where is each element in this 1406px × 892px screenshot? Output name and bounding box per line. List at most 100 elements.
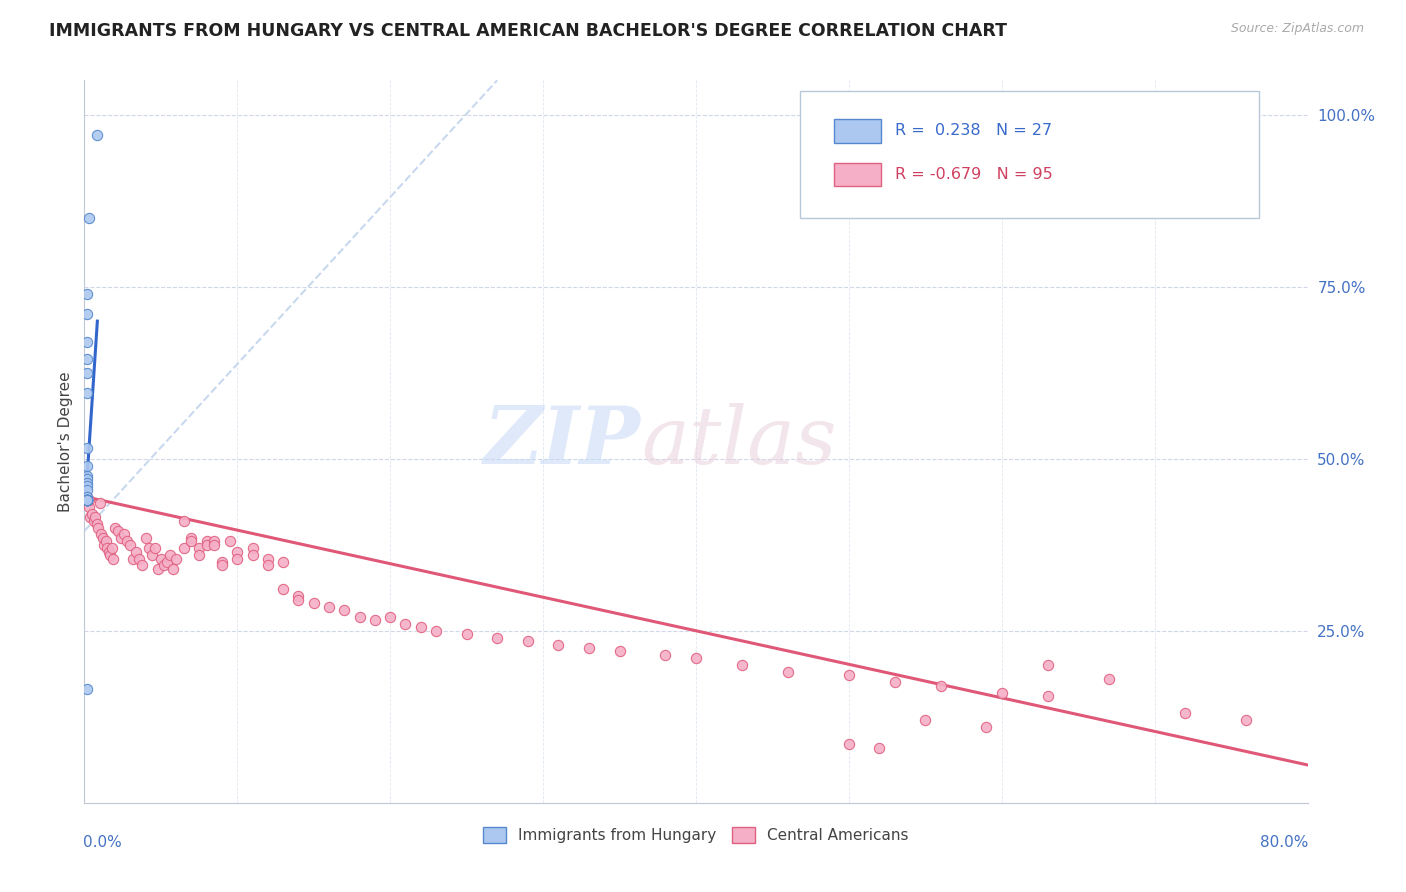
Point [76, 493, 98, 508]
Text: 0.0%: 0.0% [83, 835, 122, 850]
Point [287, 590, 309, 604]
Point [226, 544, 249, 558]
Point [318, 599, 340, 614]
Point [76, 493, 98, 508]
Point [76, 479, 98, 493]
Point [380, 610, 402, 624]
Point [1236, 713, 1258, 727]
Point [76, 483, 98, 497]
Point [173, 514, 195, 528]
Point [76, 490, 98, 504]
Point [76, 442, 98, 456]
Point [547, 638, 569, 652]
Point [76, 493, 98, 508]
Point [76, 334, 98, 349]
Point [79, 510, 101, 524]
Point [654, 648, 676, 662]
Point [76, 351, 98, 366]
Point [131, 558, 153, 573]
Point [195, 534, 218, 549]
Text: Source: ZipAtlas.com: Source: ZipAtlas.com [1230, 22, 1364, 36]
Point [180, 534, 202, 549]
Point [242, 541, 264, 556]
Point [242, 548, 264, 562]
Point [195, 538, 218, 552]
Point [333, 603, 356, 617]
Point [90, 527, 112, 541]
Point [883, 675, 905, 690]
Point [218, 534, 240, 549]
Text: IMMIGRANTS FROM HUNGARY VS CENTRAL AMERICAN BACHELOR'S DEGREE CORRELATION CHART: IMMIGRANTS FROM HUNGARY VS CENTRAL AMERI… [49, 22, 1007, 40]
Point [76, 493, 98, 508]
Point [76, 386, 98, 401]
Point [271, 582, 294, 597]
Point [486, 631, 509, 645]
Point [202, 538, 225, 552]
Point [94, 534, 117, 549]
Point [76, 475, 98, 490]
Point [86, 517, 108, 532]
Text: ZIP: ZIP [484, 403, 641, 480]
Point [838, 668, 860, 682]
Point [685, 651, 707, 665]
Point [731, 658, 754, 673]
FancyBboxPatch shape [834, 120, 880, 143]
Point [98, 548, 121, 562]
Point [165, 551, 187, 566]
Point [271, 555, 294, 569]
Point [838, 737, 860, 751]
Point [776, 665, 799, 679]
Point [991, 686, 1014, 700]
Point [188, 548, 211, 562]
Point [84, 510, 107, 524]
Text: atlas: atlas [641, 403, 837, 480]
Point [578, 640, 600, 655]
Point [76, 493, 98, 508]
Point [202, 534, 225, 549]
Point [364, 614, 387, 628]
Point [287, 592, 309, 607]
Point [409, 620, 432, 634]
Point [93, 538, 115, 552]
Point [110, 531, 132, 545]
Point [425, 624, 447, 638]
Point [77, 500, 100, 514]
Point [146, 562, 169, 576]
Point [89, 496, 111, 510]
Point [125, 544, 148, 558]
Text: R = -0.679   N = 95: R = -0.679 N = 95 [896, 167, 1053, 182]
Point [103, 551, 125, 566]
Point [76, 493, 98, 508]
FancyBboxPatch shape [800, 91, 1258, 218]
Point [141, 548, 163, 562]
Point [112, 527, 135, 541]
Point [173, 541, 195, 556]
Point [211, 555, 233, 569]
Point [101, 541, 124, 556]
Point [76, 472, 98, 486]
Point [76, 493, 98, 508]
Point [76, 458, 98, 473]
Point [77, 493, 100, 508]
Point [91, 531, 114, 545]
Text: R =  0.238   N = 27: R = 0.238 N = 27 [896, 123, 1053, 138]
Point [122, 551, 145, 566]
Point [302, 596, 325, 610]
Point [159, 548, 181, 562]
Point [226, 551, 249, 566]
Point [76, 493, 98, 508]
Point [976, 720, 998, 734]
Point [609, 644, 631, 658]
Point [456, 627, 478, 641]
Point [188, 541, 211, 556]
Point [153, 558, 176, 573]
Point [394, 616, 416, 631]
Point [76, 307, 98, 321]
Legend: Immigrants from Hungary, Central Americans: Immigrants from Hungary, Central America… [477, 822, 915, 849]
Point [1174, 706, 1197, 721]
Point [1098, 672, 1121, 686]
Point [76, 682, 98, 697]
Point [120, 538, 142, 552]
Y-axis label: Bachelor's Degree: Bachelor's Degree [58, 371, 73, 512]
Point [97, 544, 120, 558]
